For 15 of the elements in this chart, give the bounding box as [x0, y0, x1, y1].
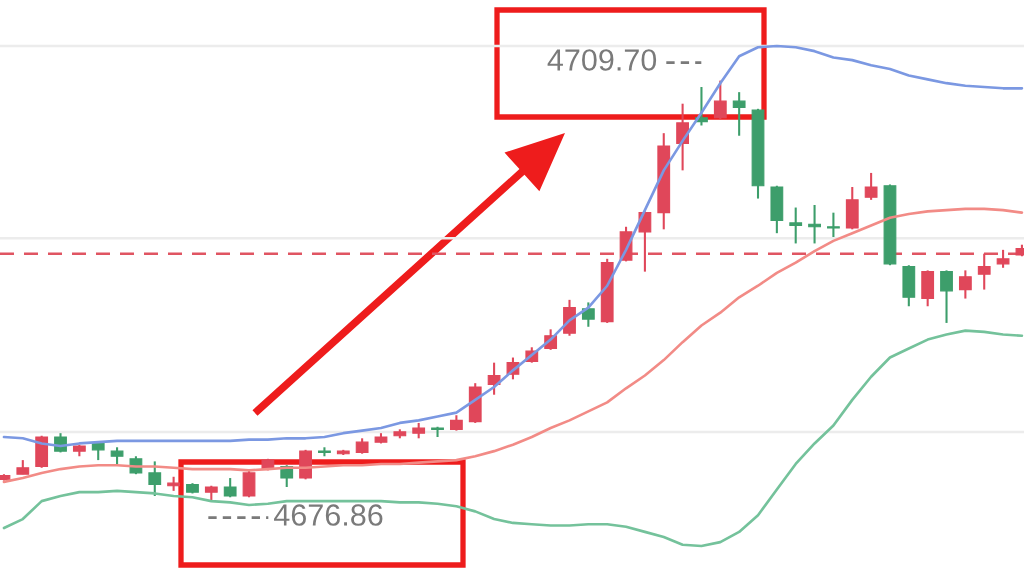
candlestick	[958, 269, 972, 300]
candlestick	[732, 91, 746, 137]
candlestick	[148, 460, 162, 498]
candlestick	[789, 206, 803, 245]
candlestick	[827, 211, 840, 239]
candlestick	[431, 425, 444, 439]
text: 4709.70	[547, 49, 657, 71]
candlestick	[676, 102, 690, 172]
annotation: 4676.86	[274, 504, 383, 526]
candlestick	[638, 210, 652, 273]
candlestick	[713, 79, 727, 121]
candlestick	[977, 252, 991, 291]
candlestick	[940, 269, 953, 324]
candlestick	[864, 171, 878, 201]
candlestick	[581, 301, 595, 328]
